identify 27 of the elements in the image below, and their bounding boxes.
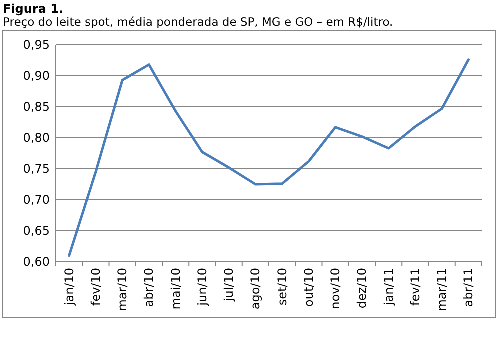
chart-subtitle: Preço do leite spot, média ponderada de SP, MG e GO – em R$/litro. <box>3 15 394 29</box>
x-tick-label: ago/10 <box>248 268 263 310</box>
x-tick-label: fev/10 <box>88 268 103 306</box>
y-tick-label: 0,60 <box>23 255 50 270</box>
x-tick-label: mar/11 <box>435 268 450 312</box>
y-tick-label: 0,85 <box>23 100 50 114</box>
chart-title: Figura 1. <box>3 2 64 16</box>
x-tick-label: abr/11 <box>462 268 476 308</box>
x-tick-label: nov/10 <box>328 268 343 310</box>
x-tick-label: jan/10 <box>62 268 76 307</box>
x-tick-label: jun/10 <box>195 268 210 307</box>
line-series <box>68 58 470 258</box>
x-tick-label: mar/10 <box>116 268 130 312</box>
x-tick-label: fev/11 <box>408 268 422 306</box>
x-tick-label: set/10 <box>275 268 290 306</box>
x-tick-label: jul/10 <box>222 268 236 303</box>
y-tick-label: 0,80 <box>23 131 50 146</box>
y-tick-label: 0,65 <box>23 224 50 238</box>
y-tick-label: 0,95 <box>23 38 50 52</box>
x-tick-label: mai/10 <box>168 268 183 310</box>
x-tick-label: out/10 <box>302 268 316 307</box>
x-tick-label: dez/10 <box>355 268 370 309</box>
x-tick-label: abr/10 <box>142 268 156 308</box>
y-tick-label: 0,75 <box>23 162 50 176</box>
y-tick-label: 0,70 <box>23 193 50 208</box>
y-tick-label: 0,90 <box>23 69 50 84</box>
x-tick-label: jan/11 <box>382 268 396 307</box>
